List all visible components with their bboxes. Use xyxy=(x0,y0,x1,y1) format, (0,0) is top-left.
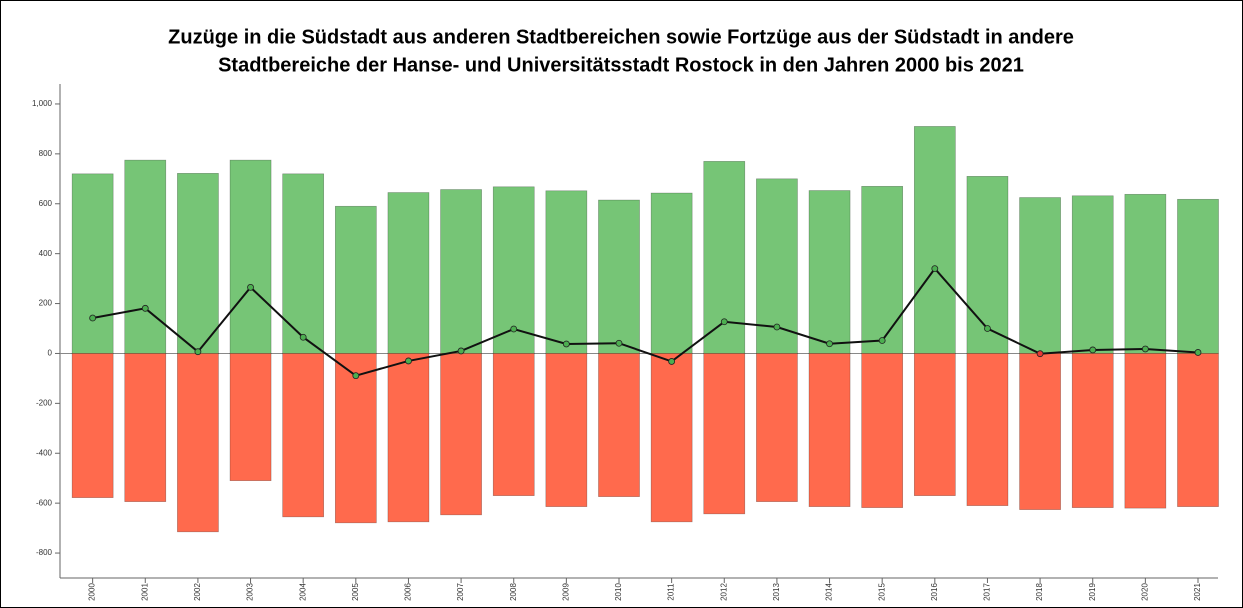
bar xyxy=(1177,198,1219,354)
bar xyxy=(71,173,114,354)
point xyxy=(405,357,412,365)
x-tick-label: 2000 xyxy=(88,583,97,601)
point xyxy=(1036,350,1044,358)
y-tick-label: 600 xyxy=(39,199,53,208)
bar xyxy=(650,353,693,523)
x-tick-label: 2021 xyxy=(1193,583,1202,601)
x-tick-label: 2012 xyxy=(719,583,728,601)
bar xyxy=(1071,195,1114,354)
y-tick-label: -600 xyxy=(36,498,53,507)
bar xyxy=(913,126,956,354)
point xyxy=(984,325,991,332)
bar xyxy=(545,353,588,507)
bar xyxy=(650,192,693,354)
point xyxy=(668,358,676,365)
bar xyxy=(387,353,430,523)
x-tick-label: 2020 xyxy=(1140,583,1149,601)
x-tick-label: 2010 xyxy=(614,583,623,601)
point xyxy=(615,339,623,347)
bar xyxy=(808,353,851,507)
bar xyxy=(861,185,904,354)
x-tick-label: 2016 xyxy=(930,583,939,601)
y-tick-label: 200 xyxy=(39,299,53,308)
point xyxy=(1089,346,1097,354)
point xyxy=(773,323,781,331)
point xyxy=(562,340,570,348)
bar xyxy=(1019,353,1061,510)
x-tick-label: 2015 xyxy=(877,583,886,601)
point xyxy=(1141,345,1149,353)
y-tick-label: -200 xyxy=(36,398,53,407)
x-tick-label: 2007 xyxy=(456,583,465,601)
bar xyxy=(966,353,1009,506)
y-tick-label: 400 xyxy=(39,249,53,258)
x-tick-label: 2014 xyxy=(825,583,834,601)
point xyxy=(89,314,97,322)
x-tick-label: 2006 xyxy=(404,583,413,601)
x-tick-label: 2013 xyxy=(772,583,781,601)
bar xyxy=(334,205,377,354)
bar xyxy=(440,189,482,354)
y-tick-label: -400 xyxy=(36,448,53,457)
bar xyxy=(1124,353,1167,509)
point xyxy=(931,265,939,273)
bar xyxy=(598,199,640,354)
bar xyxy=(387,192,430,354)
bar xyxy=(177,173,219,354)
point xyxy=(1194,349,1202,356)
x-tick-label: 2003 xyxy=(246,583,255,601)
bar xyxy=(492,353,535,496)
bar xyxy=(808,190,851,354)
x-tick-label: 2002 xyxy=(193,583,202,601)
point xyxy=(457,347,465,355)
bar xyxy=(282,353,325,518)
bar xyxy=(913,353,956,496)
bar xyxy=(229,353,272,481)
chart-title: Stadtbereiche der Hanse- und Universität… xyxy=(218,54,1024,76)
bar xyxy=(966,176,1009,354)
bar xyxy=(1019,197,1061,354)
x-tick-label: 2008 xyxy=(509,583,518,601)
bar xyxy=(124,353,167,502)
bar xyxy=(545,190,588,354)
y-tick-label: 1,000 xyxy=(32,99,53,108)
point xyxy=(352,372,360,380)
y-tick-label: 800 xyxy=(39,149,53,158)
point xyxy=(141,304,149,312)
bar xyxy=(703,353,746,515)
bar xyxy=(229,159,272,354)
y-tick-label: -800 xyxy=(36,548,53,557)
x-tick-label: 2017 xyxy=(983,583,992,601)
line xyxy=(92,267,1199,377)
point xyxy=(878,337,886,344)
bar xyxy=(177,353,219,533)
bar xyxy=(282,173,325,354)
x-tick-label: 2009 xyxy=(561,583,570,601)
x-tick-label: 2011 xyxy=(667,583,676,601)
chart-title: Zuzüge in die Südstadt aus anderen Stadt… xyxy=(168,26,1074,48)
bar xyxy=(1124,193,1167,354)
bar xyxy=(124,159,167,354)
point xyxy=(510,325,518,333)
x-tick-label: 2018 xyxy=(1035,583,1044,601)
point xyxy=(826,340,833,348)
bar xyxy=(71,353,114,498)
bar xyxy=(440,353,482,516)
bar xyxy=(756,353,798,502)
y-tick-label: 0 xyxy=(48,349,53,358)
x-tick-label: 2019 xyxy=(1088,583,1097,601)
point xyxy=(247,283,254,291)
bar xyxy=(598,353,640,497)
bar xyxy=(861,353,904,508)
x-tick-label: 2005 xyxy=(351,583,360,601)
x-tick-label: 2001 xyxy=(140,583,149,601)
point xyxy=(299,333,307,341)
x-tick-label: 2004 xyxy=(298,583,307,601)
point xyxy=(194,348,202,356)
bar xyxy=(1177,353,1219,507)
bar xyxy=(334,353,377,524)
point xyxy=(720,318,728,326)
bar xyxy=(1071,353,1114,508)
